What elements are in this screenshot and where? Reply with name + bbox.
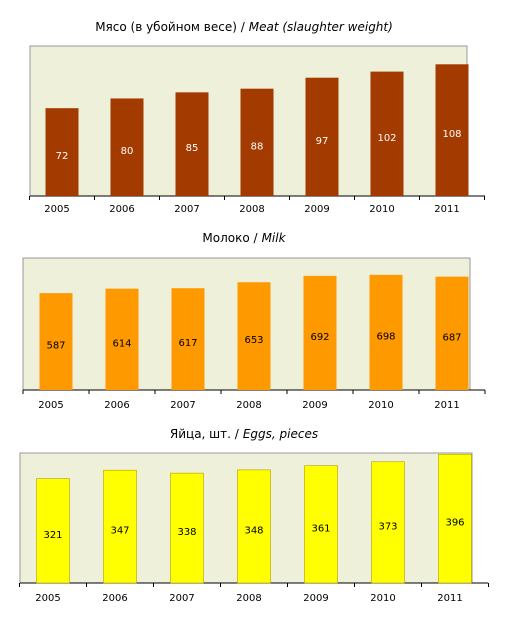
x-tick-label: 2005 [35,593,60,604]
bar [240,88,274,196]
value-label: 80 [121,146,134,157]
x-tick-label: 2010 [369,204,394,215]
bar [110,98,144,196]
x-tick-label: 2011 [434,204,459,215]
title-en: Meat (slaughter weight) [249,20,393,34]
bar [237,282,271,390]
value-label: 587 [46,341,65,352]
x-tick-label: 2008 [239,204,264,215]
x-tick-label: 2011 [437,593,462,604]
bar [39,293,73,390]
x-tick-label: 2008 [236,400,261,411]
bar [36,478,70,584]
bar [175,92,209,196]
x-tick-label: 2006 [109,204,134,215]
value-label: 687 [442,332,461,343]
chart-title: Яйца, шт. / Eggs, pieces [170,427,318,441]
value-label: 85 [186,143,199,154]
x-tick-label: 2007 [174,204,199,215]
bar [435,64,469,196]
chart: Мясо (в убойном весе) / Meat (slaughter w… [29,20,485,215]
value-label: 361 [311,523,330,534]
chart-title: Молоко / Milk [202,231,286,245]
bar [304,465,338,584]
value-label: 97 [316,136,329,147]
title-en: Milk [262,231,287,245]
value-label: 321 [43,530,62,541]
value-label: 698 [376,331,395,342]
title-ru: Мясо (в убойном весе) / [95,20,246,34]
title-ru: Молоко / [202,231,258,245]
value-label: 102 [377,133,396,144]
value-label: 88 [251,141,264,152]
value-label: 614 [112,338,131,349]
value-label: 72 [56,151,69,162]
x-tick-label: 2007 [170,400,195,411]
x-tick-label: 2010 [368,400,393,411]
value-label: 108 [442,129,461,140]
value-label: 617 [178,338,197,349]
value-label: 347 [110,526,129,537]
bar [237,469,271,584]
bar [45,108,79,196]
x-tick-label: 2011 [434,400,459,411]
chart-title: Мясо (в убойном весе) / Meat (slaughter w… [95,20,393,34]
value-label: 338 [177,527,196,538]
x-tick-label: 2006 [104,400,129,411]
bar [171,288,205,390]
title-ru: Яйца, шт. / [170,427,240,441]
x-tick-label: 2009 [303,593,328,604]
value-label: 348 [244,525,263,536]
bar [305,77,339,196]
bar [438,453,472,584]
value-label: 396 [445,518,464,529]
x-tick-label: 2005 [44,204,69,215]
x-tick-label: 2007 [169,593,194,604]
bar [105,288,139,390]
bar [170,472,204,584]
value-label: 653 [244,335,263,346]
bar [370,71,404,196]
x-tick-label: 2005 [38,400,63,411]
chart: Яйца, шт. / Eggs, pieces 321 2005 347 2006 338… [19,427,489,604]
title-en: Eggs, pieces [243,427,318,441]
bar [371,461,405,584]
x-tick-label: 2006 [102,593,127,604]
x-tick-label: 2009 [302,400,327,411]
x-tick-label: 2009 [304,204,329,215]
bar [103,469,137,584]
chart: Молоко / Milk 587 2005 614 2006 617 2007 653 2008… [22,231,486,411]
bar [303,275,337,390]
bar [369,274,403,390]
bar [435,276,469,390]
value-label: 373 [378,521,397,532]
value-label: 692 [310,332,329,343]
x-tick-label: 2008 [236,593,261,604]
x-tick-label: 2010 [370,593,395,604]
